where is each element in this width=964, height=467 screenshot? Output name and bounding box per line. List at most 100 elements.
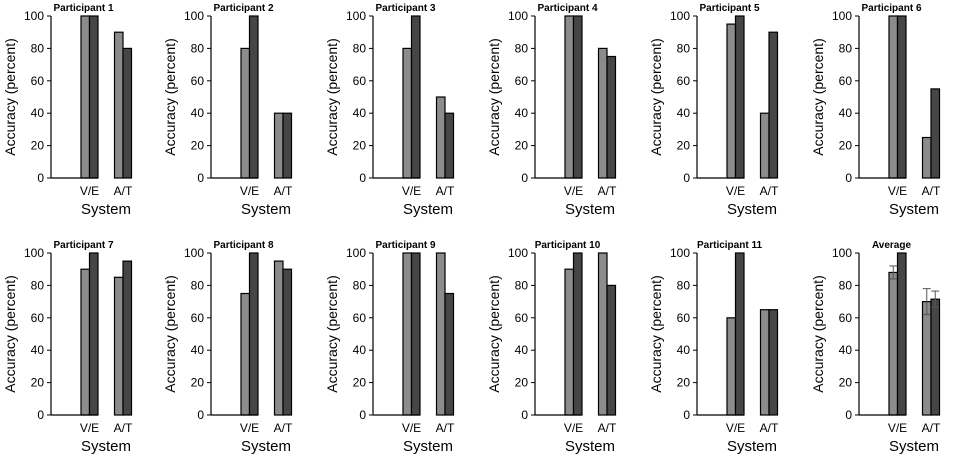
y-tick-label: 0	[359, 408, 366, 422]
y-tick-label: 40	[839, 343, 853, 357]
subplot-title: Participant 11	[697, 240, 762, 251]
subplot-2: Participant 2 Accuracy (percent) 0 20 40 60 80…	[162, 3, 293, 218]
bar-light-ve	[564, 15, 575, 179]
y-tick-label: 60	[677, 311, 691, 325]
bar-dark-at	[122, 47, 133, 179]
bar-dark-at	[282, 268, 293, 416]
y-tick-label: 80	[353, 278, 367, 292]
y-tick-label: 80	[31, 41, 45, 55]
x-tick-label: V/E	[564, 421, 583, 435]
bar-light-at	[113, 31, 124, 179]
x-tick-label: A/T	[598, 421, 617, 435]
x-tick-label: A/T	[436, 184, 455, 198]
bar-light-ve	[402, 252, 413, 416]
y-tick-label: 40	[677, 343, 691, 357]
y-tick-label: 100	[184, 246, 204, 260]
y-tick-label: 40	[31, 343, 45, 357]
y-tick-label: 100	[184, 9, 204, 23]
y-tick-label: 20	[353, 139, 367, 153]
bar-dark-at	[282, 112, 293, 179]
bar-dark-at	[768, 309, 779, 416]
x-tick-label: A/T	[922, 184, 941, 198]
x-tick-label: V/E	[888, 421, 907, 435]
y-tick-label: 60	[31, 74, 45, 88]
y-tick-label: 0	[197, 171, 204, 185]
y-tick-label: 20	[515, 139, 529, 153]
bar-light-ve	[888, 271, 899, 416]
x-axis-label: System	[889, 201, 939, 218]
y-tick-label: 40	[515, 106, 529, 120]
y-tick-label: 100	[670, 246, 690, 260]
bar-light-at	[921, 136, 932, 179]
y-axis-label: Accuracy (percent)	[324, 38, 340, 155]
y-tick-label: 60	[353, 74, 367, 88]
subplot-title: Participant 1	[53, 3, 113, 14]
subplot-title: Average	[872, 240, 912, 251]
y-tick-label: 80	[191, 278, 205, 292]
x-axis-label: System	[727, 438, 777, 455]
y-tick-label: 0	[521, 408, 528, 422]
x-tick-label: V/E	[80, 421, 99, 435]
bar-dark-at	[930, 88, 941, 179]
y-axis-label: Accuracy (percent)	[324, 275, 340, 392]
y-axis-label: Accuracy (percent)	[810, 275, 826, 392]
x-tick-label: V/E	[726, 421, 745, 435]
bar-dark-ve	[896, 252, 907, 416]
x-axis-label: System	[403, 438, 453, 455]
x-tick-label: V/E	[80, 184, 99, 198]
y-tick-label: 20	[191, 376, 205, 390]
bar-light-ve	[726, 23, 737, 179]
x-tick-label: A/T	[274, 421, 293, 435]
y-tick-label: 40	[839, 106, 853, 120]
subplot-12: Average Accuracy (percent) 0 20 40 60 80 100 V/E…	[810, 240, 941, 455]
y-tick-label: 100	[24, 9, 44, 23]
x-tick-label: A/T	[760, 184, 779, 198]
subplot-title: Participant 2	[213, 3, 273, 14]
y-tick-label: 80	[515, 278, 529, 292]
y-tick-label: 100	[508, 246, 528, 260]
bar-light-at	[597, 252, 608, 416]
x-axis-label: System	[727, 201, 777, 218]
y-tick-label: 60	[31, 311, 45, 325]
x-tick-label: V/E	[888, 184, 907, 198]
x-tick-label: A/T	[274, 184, 293, 198]
bar-light-at	[435, 96, 446, 179]
x-tick-label: V/E	[564, 184, 583, 198]
subplot-title: Participant 7	[53, 240, 113, 251]
x-tick-label: A/T	[114, 184, 133, 198]
y-tick-label: 80	[515, 41, 529, 55]
subplot-title: Participant 4	[537, 3, 597, 14]
y-tick-label: 20	[839, 376, 853, 390]
bar-dark-ve	[88, 15, 99, 179]
bar-light-ve	[726, 317, 737, 416]
subplot-title: Participant 3	[375, 3, 435, 14]
subplot-title: Participant 8	[213, 240, 273, 251]
y-tick-label: 100	[832, 246, 852, 260]
y-tick-label: 100	[346, 246, 366, 260]
y-tick-label: 100	[670, 9, 690, 23]
bar-light-ve	[80, 15, 91, 179]
y-tick-label: 20	[677, 139, 691, 153]
y-tick-label: 80	[31, 278, 45, 292]
y-tick-label: 0	[683, 171, 690, 185]
y-tick-label: 80	[839, 278, 853, 292]
y-axis-label: Accuracy (percent)	[162, 275, 178, 392]
y-tick-label: 20	[191, 139, 205, 153]
y-tick-label: 100	[346, 9, 366, 23]
subplot-8: Participant 8 Accuracy (percent) 0 20 40 60 80…	[162, 240, 293, 455]
y-axis-label: Accuracy (percent)	[648, 275, 664, 392]
bar-dark-ve	[88, 252, 99, 416]
x-tick-label: A/T	[760, 421, 779, 435]
y-tick-label: 0	[521, 171, 528, 185]
y-tick-label: 60	[191, 311, 205, 325]
bar-dark-at	[768, 31, 779, 179]
y-tick-label: 60	[839, 74, 853, 88]
bar-dark-ve	[248, 252, 259, 416]
y-tick-label: 100	[24, 246, 44, 260]
y-tick-label: 20	[839, 139, 853, 153]
y-tick-label: 40	[31, 106, 45, 120]
bar-light-at	[759, 112, 770, 179]
x-axis-label: System	[565, 201, 615, 218]
bar-dark-at	[606, 284, 617, 416]
bar-dark-at	[122, 260, 133, 416]
